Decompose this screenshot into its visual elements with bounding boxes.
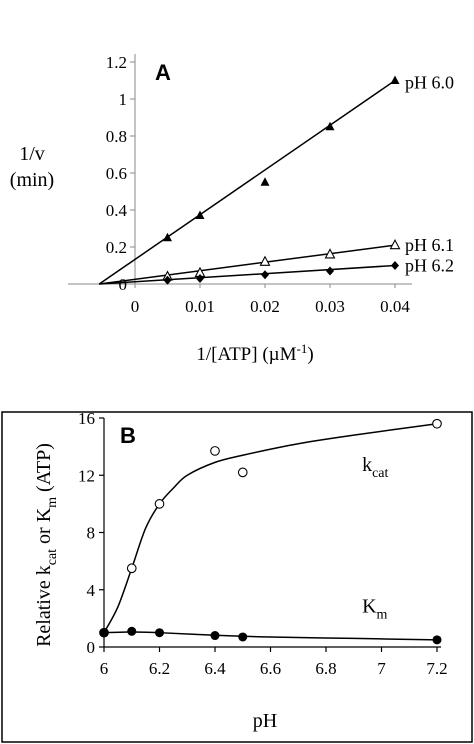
- panel-a-series-label: pH 6.0: [405, 73, 454, 93]
- panel-b-series-label-main: K: [362, 596, 377, 618]
- panel-a-data-point: [163, 232, 172, 242]
- panel-a-series-label: pH 6.2: [405, 256, 454, 276]
- panel-b-y-label: Relative kcat or Km (ATP): [33, 443, 60, 647]
- panel-a-data-point: [196, 273, 204, 283]
- panel-b-series-label-sub: cat: [372, 466, 388, 481]
- panel-b-data-point: [237, 467, 248, 478]
- panel-a-data-point: [259, 255, 271, 266]
- panel-b-y-tick-label: 16: [78, 409, 95, 428]
- panel-b-y-label-post: (ATP): [33, 443, 55, 497]
- panel-b-data-point: [154, 499, 165, 509]
- panel-b-data-point: [210, 631, 220, 641]
- panel-b-data-point: [126, 563, 137, 574]
- panel-b-series-label: Km: [362, 596, 387, 623]
- panel-b-data-point: [432, 635, 442, 645]
- panel-b-x-label: pH: [253, 710, 277, 732]
- panel-b-series-label: kcat: [362, 454, 388, 481]
- panel-b-x-tick-label: 6.2: [149, 659, 170, 678]
- panel-b-x-tick-label: 6: [100, 659, 109, 678]
- panel-a-x-label-end: ): [307, 344, 313, 365]
- panel-a-data-point: [163, 275, 172, 285]
- panel-a-y-tick-label: 0.4: [106, 201, 128, 220]
- panel-a-x-tick-label: 0.04: [380, 297, 410, 316]
- panel-b-x-tick-label: 6.8: [315, 659, 336, 678]
- panel-b-curve: [103, 422, 438, 634]
- panel-a-data-point: [261, 270, 269, 280]
- panel-a-x-tick-label: 0: [131, 297, 140, 316]
- panel-a-x-tick-label: 0.02: [250, 297, 280, 316]
- panel-a-y-label-line2: (min): [10, 169, 54, 191]
- panel-b-y-label-sub1: cat: [45, 549, 60, 565]
- panel-b-series-label-main: k: [362, 454, 372, 476]
- panel-b-y-tick-label: 0: [87, 638, 96, 657]
- panel-a-y-tick-label: 1: [119, 90, 128, 109]
- panel-a-data-point: [324, 248, 336, 259]
- panel-b-data-point: [99, 628, 109, 638]
- panel-b-data-point: [127, 626, 137, 636]
- panel-a-y-tick-label: 1.2: [106, 53, 127, 72]
- panel-b-data-point: [432, 418, 442, 429]
- panel-a-x-label: 1/[ATP] (µM-1): [196, 341, 313, 365]
- panel-b-frame: [1, 411, 473, 743]
- panel-a-data-point: [326, 266, 334, 276]
- panel-a-data-point: [195, 210, 205, 220]
- panel-b-y-tick-label: 8: [87, 524, 96, 543]
- panel-a-data-point: [260, 177, 270, 186]
- panel-a-y-tick-label: 0.6: [106, 164, 127, 183]
- panel-b-y-tick-label: 12: [78, 466, 95, 485]
- panel-a-data-point: [389, 238, 401, 250]
- panel-b-data-point: [155, 628, 164, 638]
- panel-b-y-label-mid: or K: [33, 507, 55, 549]
- panel-a-x-tick-label: 0.03: [315, 297, 345, 316]
- panel-a-fit-line: [99, 244, 396, 285]
- panel-a-data-point: [391, 261, 399, 270]
- panel-a-fit-line: [98, 79, 396, 285]
- panel-a-y-label-line1: 1/v: [19, 143, 45, 165]
- panel-a-y-tick-label: 0.8: [106, 127, 127, 146]
- panel-b-label: B: [120, 423, 136, 448]
- panel-a-series-label: pH 6.1: [405, 235, 454, 255]
- panel-a-y-tick-label: 0: [119, 275, 128, 294]
- panel-a-x-label-main: 1/[ATP] (µM: [196, 344, 296, 365]
- panel-a-x-tick-label: 0.01: [185, 297, 215, 316]
- panel-b-x-tick-label: 7.2: [426, 659, 447, 678]
- panel-b-y-tick-label: 4: [87, 581, 96, 600]
- panel-a-label: A: [155, 60, 171, 85]
- panel-a-chart: A 1/v (min) 1/[ATP] (µM-1) 0 0.2 0.4 0.6 0.8…: [10, 53, 454, 365]
- panel-b-x-tick-label: 6.4: [204, 659, 226, 678]
- panel-a-data-point: [390, 75, 400, 84]
- panel-b-curve: [103, 631, 438, 641]
- panel-a-y-tick-label: 0.2: [106, 238, 127, 257]
- panel-a-x-label-sup: -1: [296, 341, 307, 356]
- panel-a-fit-line: [99, 264, 396, 285]
- panel-a-data-point: [325, 121, 335, 131]
- panel-b-series-label-sub: m: [377, 608, 388, 623]
- panel-b-y-label-pre: Relative k: [33, 565, 55, 647]
- panel-b-y-label-sub2: m: [45, 497, 60, 508]
- panel-b-data-point: [238, 632, 248, 642]
- panel-b-data-point: [210, 446, 220, 456]
- panel-b-x-tick-label: 6.6: [260, 659, 281, 678]
- panel-b-x-tick-label: 7: [377, 659, 386, 678]
